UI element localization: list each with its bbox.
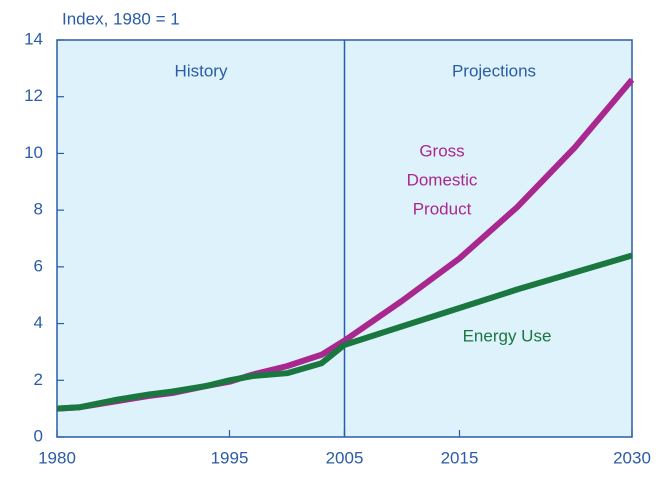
y-axis-label: Index, 1980 = 1 <box>62 9 180 28</box>
y-tick-label: 12 <box>24 86 43 105</box>
annotation: Projections <box>452 61 536 80</box>
series-label: Gross <box>419 141 464 160</box>
series-line <box>56 252 633 412</box>
y-tick-label: 8 <box>34 200 43 219</box>
x-tick-label: 2030 <box>613 448 651 467</box>
x-tick-label: 2005 <box>326 448 364 467</box>
x-tick-label: 2015 <box>441 448 479 467</box>
x-tick-label: 1980 <box>38 448 76 467</box>
y-tick-label: 2 <box>34 370 43 389</box>
y-tick-label: 6 <box>34 256 43 275</box>
annotation: History <box>175 61 228 80</box>
series-label: Energy Use <box>463 326 552 345</box>
series-label: Domestic <box>407 170 478 189</box>
series-label: Product <box>413 199 472 218</box>
y-tick-label: 10 <box>24 143 43 162</box>
y-tick-label: 14 <box>24 29 43 48</box>
x-tick-label: 1995 <box>211 448 249 467</box>
y-tick-label: 0 <box>34 426 43 445</box>
y-tick-label: 4 <box>34 313 43 332</box>
